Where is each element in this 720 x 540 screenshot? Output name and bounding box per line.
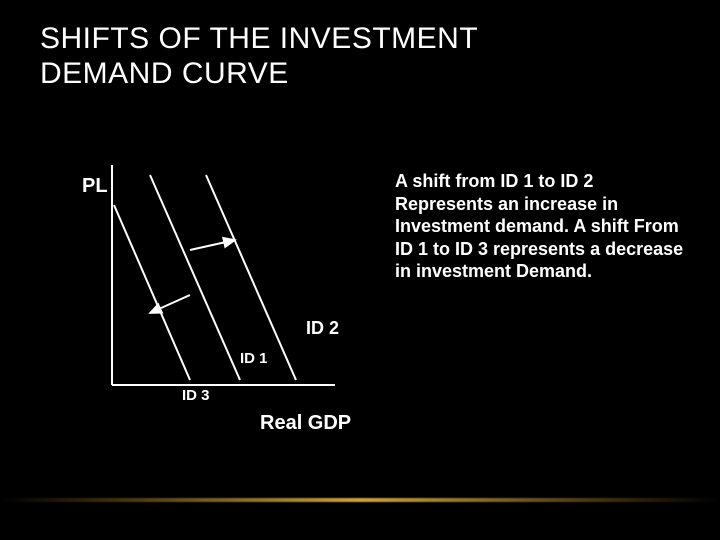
slide: SHIFTS OF THE INVESTMENT DEMAND CURVE PL (0, 0, 720, 540)
label-id2: ID 2 (306, 318, 339, 339)
x-axis-label: Real GDP (260, 412, 351, 435)
curve-id3 (114, 205, 190, 380)
title-line1: SHIFTS OF THE INVESTMENT (40, 22, 478, 55)
arrow-increase (190, 240, 235, 250)
explanation-text: A shift from ID 1 to ID 2 Represents an … (395, 170, 695, 283)
label-id1: ID 1 (240, 350, 268, 367)
accent-divider (0, 498, 720, 502)
chart-svg (110, 165, 340, 415)
investment-demand-chart (110, 165, 340, 415)
label-id3: ID 3 (182, 387, 210, 404)
title-line2: DEMAND CURVE (40, 57, 289, 90)
page-title: SHIFTS OF THE INVESTMENT DEMAND CURVE (40, 22, 478, 91)
curve-id1 (150, 175, 240, 380)
y-axis-label: PL (82, 175, 108, 198)
